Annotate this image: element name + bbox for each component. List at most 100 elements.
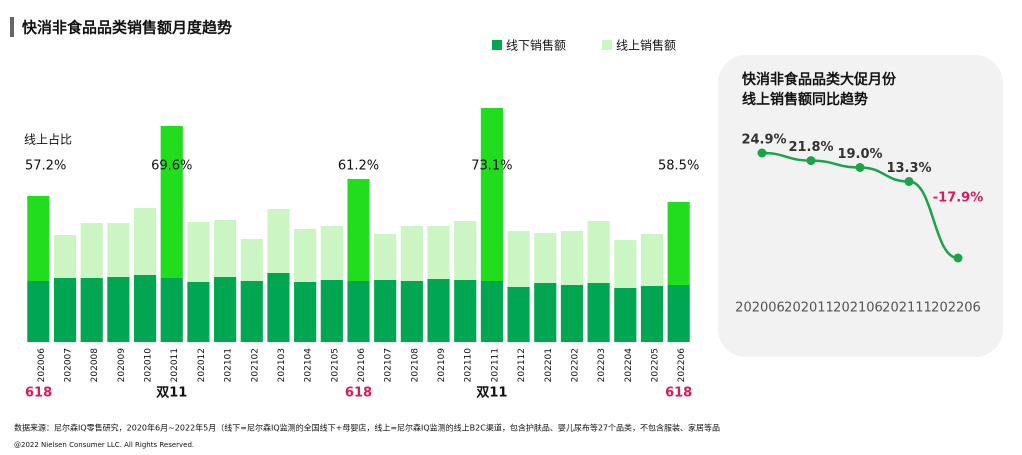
bar: [53, 235, 77, 278]
event-label: 618: [345, 386, 372, 401]
x-tick-label: 202109: [437, 348, 447, 383]
bar: [320, 226, 343, 280]
bar: [454, 221, 477, 280]
x-tick-label: 202006: [735, 301, 785, 316]
x-tick-label: 202206: [677, 348, 687, 383]
x-tick-label: 202101: [224, 348, 234, 382]
value-label: -17.9%: [933, 191, 984, 206]
point: [953, 253, 963, 263]
bar: [427, 226, 450, 279]
x-tick-label: 202204: [624, 348, 634, 383]
bar: [27, 281, 50, 342]
x-tick-label: 202106: [357, 348, 367, 383]
side-title: 线上销售额同比趋势: [742, 91, 868, 108]
event-label: 双11: [156, 386, 187, 401]
bar: [267, 273, 290, 342]
value-label: 21.8%: [788, 140, 833, 155]
bar: [160, 278, 183, 342]
value-label: 19.0%: [837, 147, 882, 162]
x-tick-label: 202104: [304, 348, 314, 383]
bar: [480, 281, 503, 342]
point: [757, 148, 767, 158]
bar: [107, 277, 130, 342]
x-tick-label: 202011: [784, 301, 834, 316]
bar: [133, 208, 157, 275]
value-label: 24.9%: [741, 133, 786, 148]
bar: [374, 234, 397, 280]
bar: [160, 126, 183, 278]
bar: [80, 278, 103, 342]
bar: [667, 285, 690, 342]
side-title: 快消非食品品类大促月份: [742, 71, 897, 88]
bar: [267, 209, 290, 273]
line: [761, 151, 959, 260]
annotation: 73.1%: [471, 159, 512, 174]
x-tick-label: 202106: [833, 301, 883, 316]
x-tick-label: 202007: [64, 348, 74, 382]
bar: [294, 229, 317, 282]
bar: [320, 280, 343, 342]
annotation: 57.2%: [25, 159, 66, 174]
bar: [347, 281, 370, 342]
bar: [214, 220, 237, 277]
bar: [347, 179, 370, 281]
x-tick-label: 202206: [931, 301, 981, 316]
x-tick-label: 202107: [384, 348, 394, 382]
bar: [507, 231, 530, 287]
x-tick-label: 202201: [544, 348, 554, 382]
chart-title: 快消非食品品类销售额月度趋势: [22, 19, 232, 37]
x-tick-label: 202111: [490, 348, 500, 382]
bar: [534, 233, 557, 283]
bar: [187, 222, 210, 282]
x-tick-label: 202105: [330, 348, 340, 382]
bar: [454, 280, 477, 342]
copyright: @2022 Nielsen Consumer LLC. All Rights R…: [14, 441, 194, 449]
event-label: 双11: [476, 386, 507, 401]
x-tick-label: 202008: [90, 348, 100, 383]
value-label: 13.3%: [886, 161, 931, 176]
bar: [133, 275, 157, 342]
x-tick-label: 202110: [464, 348, 474, 383]
x-tick-label: 202111: [882, 301, 932, 316]
side-panel: [718, 55, 1003, 357]
x-tick-label: 202108: [410, 348, 420, 383]
legend-swatch: [602, 40, 612, 50]
x-tick-label: 202102: [250, 348, 260, 382]
bar: [534, 283, 557, 342]
bar: [240, 239, 263, 281]
x-tick-label: 202202: [570, 348, 580, 382]
annotation: 58.5%: [658, 159, 699, 174]
bar: [640, 286, 664, 342]
x-tick-label: 202103: [277, 348, 287, 382]
source-note: 数据来源：尼尔森IQ零售研究，2020年6月~2022年5月（线下=尼尔森IQ监…: [14, 423, 720, 433]
event-label: 618: [665, 386, 692, 401]
bar: [107, 223, 130, 277]
bar: [560, 231, 584, 285]
title-marker: [10, 17, 14, 37]
bar: [214, 277, 237, 342]
event-label: 618: [25, 386, 52, 401]
x-tick-label: 202011: [170, 348, 180, 382]
bar: [187, 282, 210, 342]
bar: [80, 223, 103, 278]
x-tick-label: 202112: [517, 348, 527, 382]
bar: [587, 221, 610, 283]
x-tick-label: 202010: [144, 348, 154, 383]
bar: [27, 196, 50, 281]
x-tick-label: 202205: [650, 348, 660, 382]
bar: [427, 279, 450, 342]
bar: [374, 280, 397, 342]
bar: [400, 226, 423, 281]
x-tick-label: 202009: [117, 348, 127, 383]
x-tick-label: 202006: [37, 348, 47, 383]
bar: [587, 283, 610, 342]
bar: [507, 287, 530, 342]
legend-label: 线上销售额: [616, 38, 676, 53]
bar: [400, 281, 423, 342]
bar: [667, 202, 690, 285]
bar: [240, 281, 263, 342]
legend-label: 线下销售额: [506, 38, 566, 53]
annotation: 69.6%: [151, 159, 192, 174]
legend-swatch: [492, 40, 502, 50]
